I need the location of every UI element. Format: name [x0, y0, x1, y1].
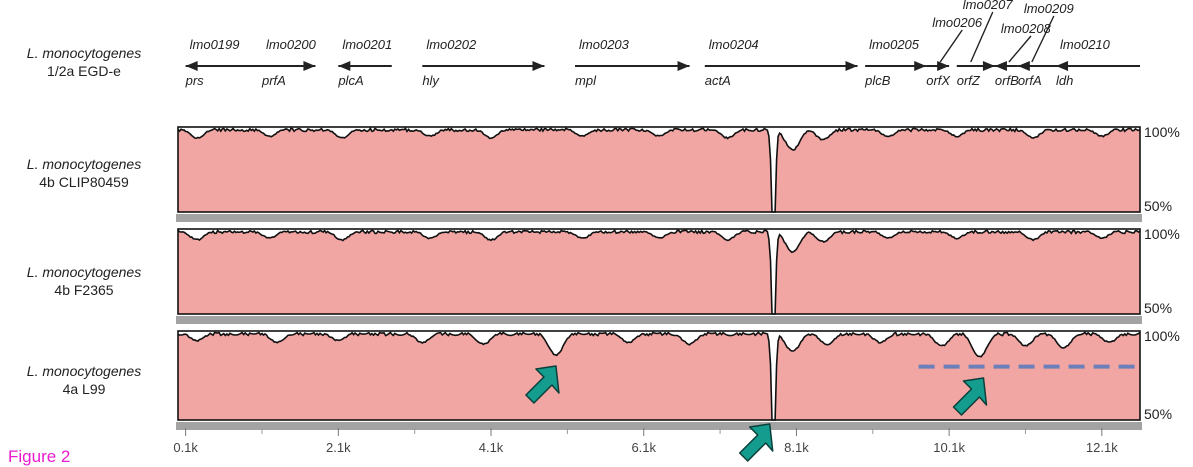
gene-arrowhead [937, 61, 950, 71]
gene-arrowhead [532, 61, 545, 71]
track-3-strain: 4a L99 [62, 381, 106, 397]
track-label-2: L. monocytogenes 4b F2365 [0, 263, 168, 299]
track-1-species: L. monocytogenes [26, 156, 142, 172]
y-label-50: 50% [1144, 406, 1172, 422]
y-label-50: 50% [1144, 198, 1172, 214]
gene-locus-label: lmo0207 [963, 0, 1014, 12]
gene-locus-leader [970, 11, 994, 63]
x-tick-label: 12.1k [1086, 440, 1118, 455]
x-tick-label: 2.1k [326, 440, 351, 455]
teal-arrow [952, 377, 988, 416]
y-label-100: 100% [1144, 226, 1180, 242]
identity-area [178, 332, 1140, 420]
tracks: 100% 50% 100% 50% 100% 50% [176, 124, 1180, 430]
reference-species: L. monocytogenes [26, 45, 142, 61]
gene-name-label: plcA [337, 73, 363, 88]
gene-name-label: actA [705, 73, 731, 88]
y-label-50: 50% [1144, 300, 1172, 316]
track-label-1: L. monocytogenes 4b CLIP80459 [0, 155, 168, 191]
gene-locus-label: lmo0199 [190, 37, 240, 52]
track-frame [177, 330, 1141, 421]
track-label-3: L. monocytogenes 4a L99 [0, 362, 168, 398]
gene-locus-label: lmo0208 [1001, 21, 1052, 36]
gene-arrowhead [1017, 61, 1030, 71]
gene-name-label: hly [422, 73, 440, 88]
gene-locus-label: lmo0210 [1060, 37, 1111, 52]
gene-locus-label: lmo0204 [709, 37, 759, 52]
track-2-species: L. monocytogenes [26, 264, 142, 280]
gene-locus-label: lmo0206 [932, 15, 983, 30]
gene-arrowhead [845, 61, 858, 71]
x-axis: 0.1k 2.1k 4.1k 6.1k 8.1k 10.1k 12.1k [173, 428, 1118, 455]
x-tick-label: 6.1k [631, 440, 656, 455]
gene-name-label: mpl [575, 73, 597, 88]
figure-caption: Figure 2 [8, 447, 71, 466]
track-1-strain: 4b CLIP80459 [39, 174, 129, 190]
gene-arrowhead [185, 61, 198, 71]
reference-strain: 1/2a EGD-e [47, 63, 121, 79]
x-tick-label: 0.1k [173, 440, 198, 455]
teal-arrow [738, 423, 774, 462]
gene-name-label: orfB [995, 73, 1019, 88]
track-divider-bar [176, 316, 1142, 324]
gene-locus-leader [1031, 15, 1055, 63]
y-label-100: 100% [1144, 328, 1180, 344]
track-frame [177, 228, 1141, 315]
x-tick-label: 8.1k [784, 440, 809, 455]
track-3-species: L. monocytogenes [26, 363, 142, 379]
gene-arrowhead [303, 61, 316, 71]
gene-locus-label: lmo0203 [579, 37, 630, 52]
track-divider-bar [176, 422, 1142, 430]
gene-name-label: plcB [864, 73, 891, 88]
track-frame [177, 126, 1141, 213]
gene-arrowhead [914, 61, 927, 71]
gene-locus-label: lmo0200 [266, 37, 317, 52]
identity-line [177, 331, 1141, 421]
gene-name-label: prfA [261, 73, 286, 88]
identity-area [178, 128, 1140, 212]
gene-locus-label: lmo0202 [426, 37, 477, 52]
track-divider-bar [176, 214, 1142, 222]
gene-map: prs lmo0199 prfA lmo0200 plcA lmo0201 hly lmo02… [185, 0, 1140, 88]
gene-arrowhead [677, 61, 690, 71]
reference-label: L. monocytogenes 1/2a EGD-e [0, 44, 168, 80]
teal-arrow [525, 365, 560, 404]
gene-name-label: orfA [1018, 73, 1042, 88]
identity-line [177, 228, 1141, 315]
y-label-100: 100% [1144, 124, 1180, 140]
gene-name-label: ldh [1056, 73, 1073, 88]
x-tick-label: 4.1k [479, 440, 504, 455]
gene-name-label: orfX [926, 73, 951, 88]
x-tick-label: 10.1k [933, 440, 965, 455]
gene-arrowhead [338, 61, 351, 71]
annotations [525, 364, 1140, 462]
gene-name-label: orfZ [957, 73, 981, 88]
track-2-strain: 4b F2365 [54, 282, 114, 298]
gene-arrowhead [1056, 61, 1069, 71]
gene-name-label: prs [185, 73, 205, 88]
gene-locus-leader [1008, 35, 1032, 63]
gene-arrowhead [982, 61, 995, 71]
identity-line [177, 126, 1141, 213]
gene-locus-leader [939, 29, 963, 63]
gene-locus-label: lmo0205 [869, 37, 920, 52]
gene-arrowhead [994, 61, 1007, 71]
gene-locus-label: lmo0201 [342, 37, 392, 52]
gene-locus-label: lmo0209 [1024, 1, 1074, 16]
identity-area [178, 230, 1140, 314]
